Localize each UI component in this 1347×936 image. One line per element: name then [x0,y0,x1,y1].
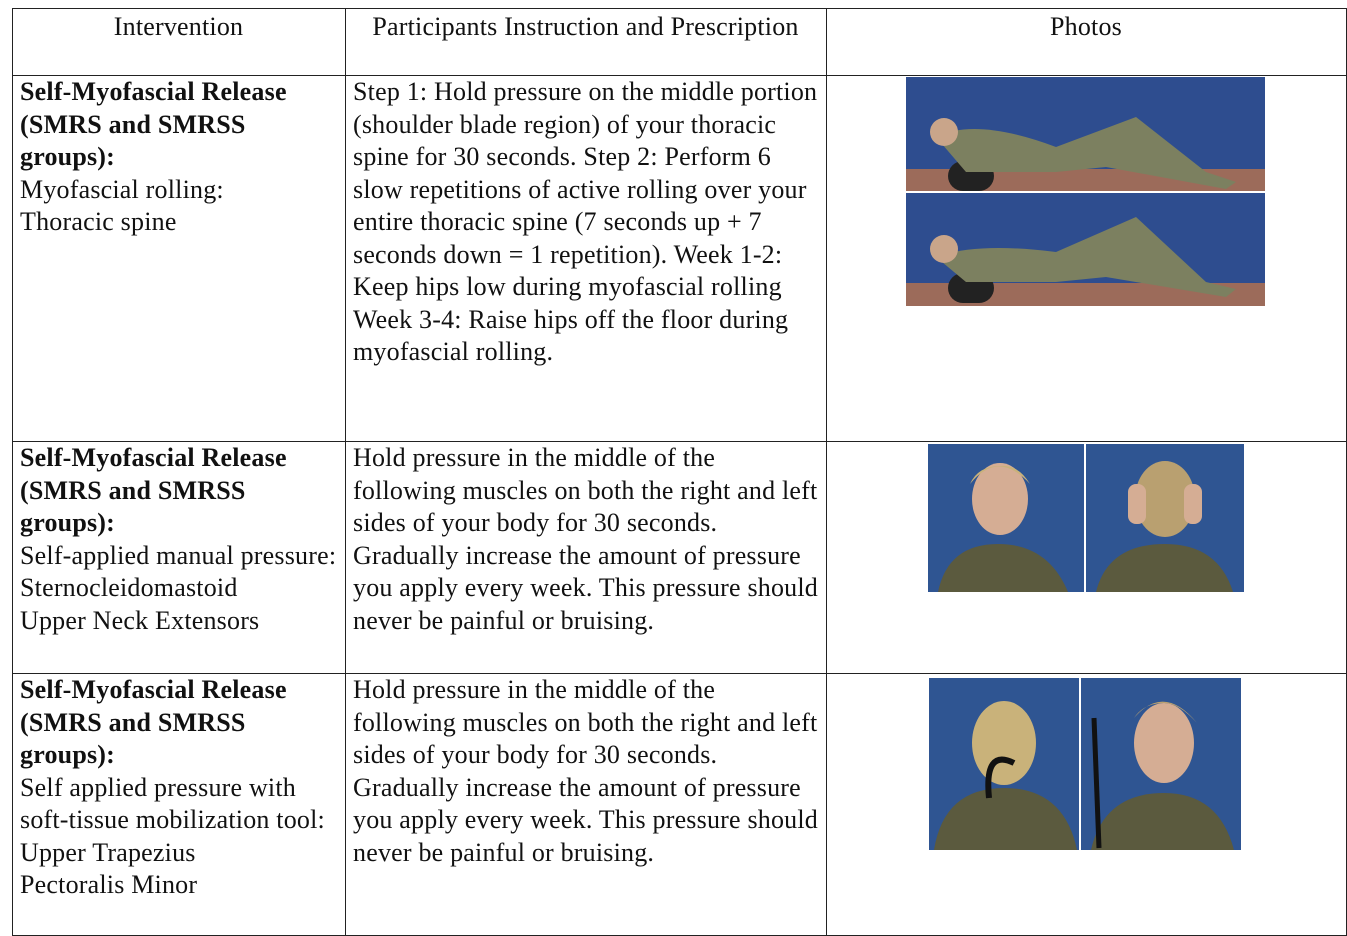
line: Self-applied manual pressure: [20,540,337,570]
heading: Self-Myofascial Release (SMRS and SMRSS … [20,77,287,171]
heading: Self-Myofascial Release (SMRS and SMRSS … [20,675,287,769]
header-row: Intervention Participants Instruction an… [12,8,1347,76]
line: Thoracic spine [20,207,177,236]
photo [906,77,1265,306]
header-cell: Photos [826,8,1347,76]
heading: Self-Myofascial Release (SMRS and SMRSS … [20,443,287,537]
line: Upper Neck Extensors [20,605,260,635]
row: Self-Myofascial Release (SMRS and SMRSS … [12,441,1347,674]
protocol-table: Intervention Participants Instruction an… [12,8,1347,936]
photo [928,444,1244,592]
intervention-cell: Self-Myofascial Release (SMRS and SMRSS … [12,673,346,936]
row: Self-Myofascial Release (SMRS and SMRSS … [12,673,1347,936]
intervention-cell: Self-Myofascial Release (SMRS and SMRSS … [12,75,346,442]
instruction-cell: Hold pressure in the middle of the follo… [345,441,827,674]
line: Sternocleidomastoid [20,573,238,602]
photo-cell [826,75,1347,442]
intervention-cell: Self-Myofascial Release (SMRS and SMRSS … [12,441,346,674]
line: Myofascial rolling: [20,174,224,204]
row: Self-Myofascial Release (SMRS and SMRSS … [12,75,1347,442]
instruction-cell: Hold pressure in the middle of the follo… [345,673,827,936]
photo-cell [826,441,1347,674]
line: Pectoralis Minor [20,870,198,899]
header-cell: Participants Instruction and Prescriptio… [345,8,827,76]
line: Upper Trapezius [20,837,196,867]
photo [929,678,1241,850]
line: Self applied pressure with soft-tissue m… [20,772,325,835]
instruction-cell: Step 1: Hold pressure on the middle port… [345,75,827,442]
header-cell: Intervention [12,8,346,76]
photo-cell [826,673,1347,936]
